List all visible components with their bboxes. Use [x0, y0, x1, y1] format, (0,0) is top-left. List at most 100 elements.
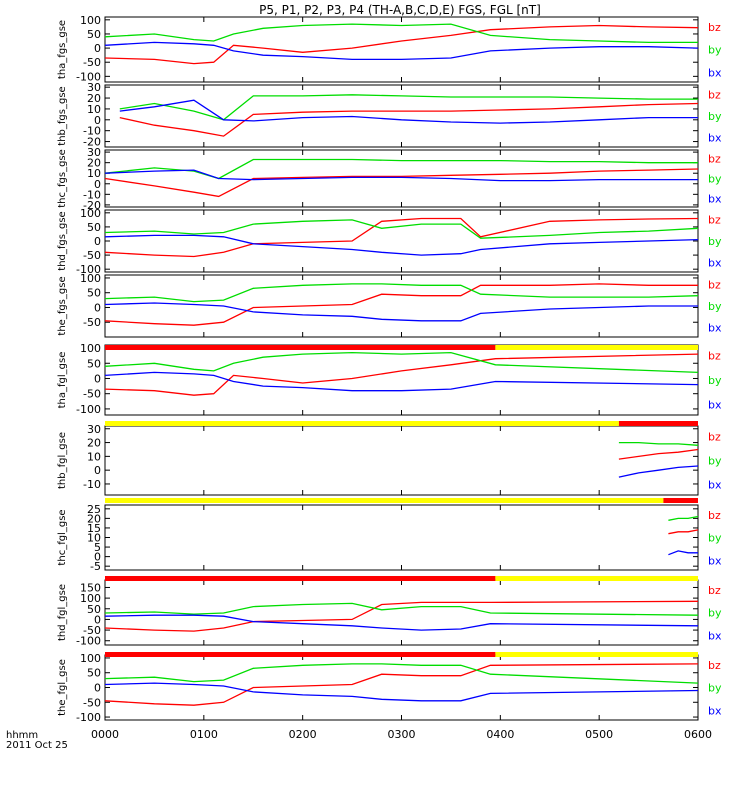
- y-tick-label: 30: [87, 81, 101, 94]
- series-bx: [104, 169, 698, 182]
- y-tick-label: 100: [80, 342, 101, 355]
- x-tick-label: 0300: [388, 728, 416, 741]
- mode-bar-segment: [105, 345, 496, 350]
- panel-frame: [104, 16, 699, 83]
- series-by: [104, 283, 699, 303]
- y-axis-label: thb_fgl_gse: [57, 432, 68, 489]
- y-axis-label: thd_fgl_gse: [57, 584, 68, 641]
- legend-bz: bz: [708, 213, 721, 226]
- x-tick-label: 0000: [91, 728, 119, 741]
- series-by: [104, 23, 698, 44]
- series-by: [104, 351, 699, 374]
- legend-bx: bx: [708, 704, 722, 717]
- legend-bx: bx: [708, 322, 722, 335]
- series-bz: [104, 283, 698, 326]
- y-axis-label: thd_fgs_gse: [57, 211, 68, 270]
- y-tick-label: 20: [87, 92, 101, 105]
- y-axis-label: tha_fgl_gse: [57, 352, 68, 409]
- panel-the_fgs: 100 500 -50 the_fgs_gse bz by bx: [57, 272, 722, 338]
- y-tick-label: 20: [87, 512, 101, 525]
- y-axis-label: thc_fgs_gse: [57, 149, 68, 208]
- series-bx: [104, 614, 699, 631]
- y-tick-label: 25: [87, 503, 101, 516]
- legend-bz: bz: [708, 509, 721, 522]
- y-tick-label: -10: [83, 125, 101, 138]
- legend-bz: bz: [708, 21, 721, 34]
- y-tick-label: 20: [87, 157, 101, 170]
- series-bz: [618, 448, 699, 460]
- x-tick-label: 0600: [684, 728, 712, 741]
- series-bz: [104, 168, 699, 198]
- panel-the_fgl: 100 50 0-50 -100 the_fgl_gse bz by bx: [57, 652, 722, 724]
- series-bx: [104, 682, 699, 702]
- mode-bar-segment: [663, 498, 698, 503]
- y-tick-label: -100: [76, 263, 101, 276]
- mode-bar-segment: [105, 498, 664, 503]
- y-axis-label: thb_fgs_gse: [57, 86, 68, 145]
- legend-by: by: [708, 374, 722, 387]
- series-bx: [104, 302, 698, 322]
- y-tick-label: -50: [83, 388, 101, 401]
- y-tick-label: 50: [87, 287, 101, 300]
- panel-frame: [104, 149, 699, 208]
- y-axis-label: the_fgs_gse: [57, 276, 68, 335]
- series-by: [104, 663, 699, 684]
- y-tick-label: 0: [94, 178, 101, 191]
- y-tick-label: -100: [76, 711, 101, 724]
- legend-bz: bz: [708, 584, 721, 597]
- legend-by: by: [708, 607, 722, 620]
- y-tick-label: 0: [94, 551, 101, 564]
- legend-by: by: [708, 173, 722, 186]
- series-bx: [119, 99, 698, 124]
- y-axis-label: tha_fgs_gse: [57, 20, 68, 79]
- series-by: [119, 94, 698, 121]
- chart-title: P5, P1, P2, P3, P4 (TH-A,B,C,D,E) FGS, F…: [259, 3, 541, 17]
- series-bx: [104, 41, 699, 61]
- mode-bar-segment: [105, 652, 496, 657]
- series-by: [668, 515, 699, 521]
- y-tick-label: 0: [94, 464, 101, 477]
- y-tick-label: 100: [80, 207, 101, 220]
- mode-bar-segment: [105, 421, 619, 426]
- x-tick-label: 0500: [585, 728, 613, 741]
- y-tick-label: 0: [94, 42, 101, 55]
- y-tick-label: 100: [80, 14, 101, 27]
- y-tick-label: 0: [94, 235, 101, 248]
- y-tick-label: -50: [83, 624, 101, 637]
- x-tick-label: 0100: [190, 728, 218, 741]
- legend-bz: bz: [708, 659, 721, 672]
- y-tick-label: -100: [76, 403, 101, 416]
- series-bz: [104, 217, 699, 258]
- legend-bx: bx: [708, 629, 722, 642]
- y-tick-label: 50: [87, 28, 101, 41]
- legend-by: by: [708, 235, 722, 248]
- y-tick-label: 50: [87, 221, 101, 234]
- legend-bx: bx: [708, 399, 722, 412]
- y-tick-label: 50: [87, 357, 101, 370]
- series-bz: [104, 663, 699, 706]
- legend-by: by: [708, 532, 722, 545]
- legend-bx: bx: [708, 554, 722, 567]
- series-bz: [104, 24, 699, 65]
- y-tick-label: -20: [83, 136, 101, 149]
- series-bz: [104, 353, 699, 396]
- y-tick-label: -5: [90, 560, 101, 573]
- series-by: [104, 158, 698, 180]
- legend-bx: bx: [708, 132, 722, 145]
- y-tick-label: 50: [87, 667, 101, 680]
- legend-by: by: [708, 455, 722, 468]
- mode-bar-segment: [618, 421, 698, 426]
- y-tick-label: -100: [76, 635, 101, 648]
- x-tick-label: 0400: [486, 728, 514, 741]
- series-by: [618, 441, 699, 446]
- y-tick-label: 0: [94, 114, 101, 127]
- mode-bar-segment: [495, 576, 698, 581]
- panel-frame: [104, 504, 699, 571]
